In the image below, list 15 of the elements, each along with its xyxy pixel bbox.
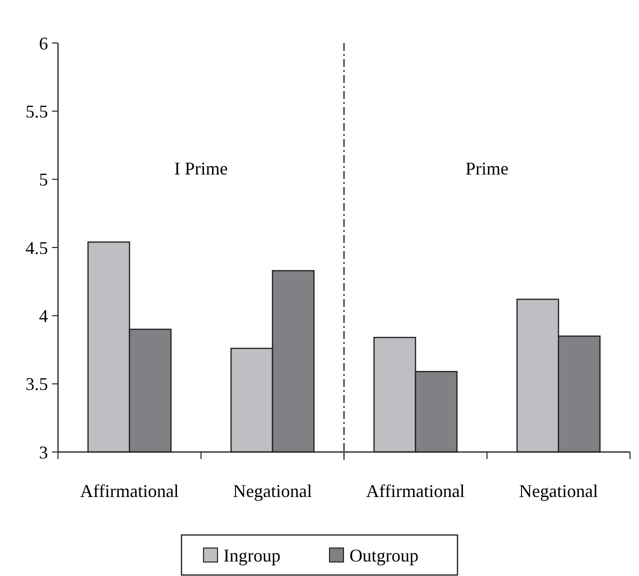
x-tick-label: Affirmational — [366, 481, 465, 501]
x-tick-label: Negational — [519, 481, 598, 501]
y-tick-label: 4.5 — [26, 238, 48, 258]
x-tick-label: Negational — [233, 481, 312, 501]
y-tick-label: 5.5 — [26, 101, 48, 122]
annotation: I Prime — [174, 158, 228, 178]
y-tick-label: 3.5 — [26, 374, 48, 394]
y-tick-label: 4 — [39, 306, 48, 326]
y-tick-label: 6 — [39, 33, 48, 54]
y-tick-label: 5 — [39, 170, 48, 190]
annotation: Prime — [466, 158, 509, 178]
y-tick-label: 3 — [39, 442, 48, 462]
legend-label: Ingroup — [224, 545, 280, 566]
legend-label: Outgroup — [350, 545, 418, 566]
x-tick-label: Affirmational — [80, 481, 179, 501]
